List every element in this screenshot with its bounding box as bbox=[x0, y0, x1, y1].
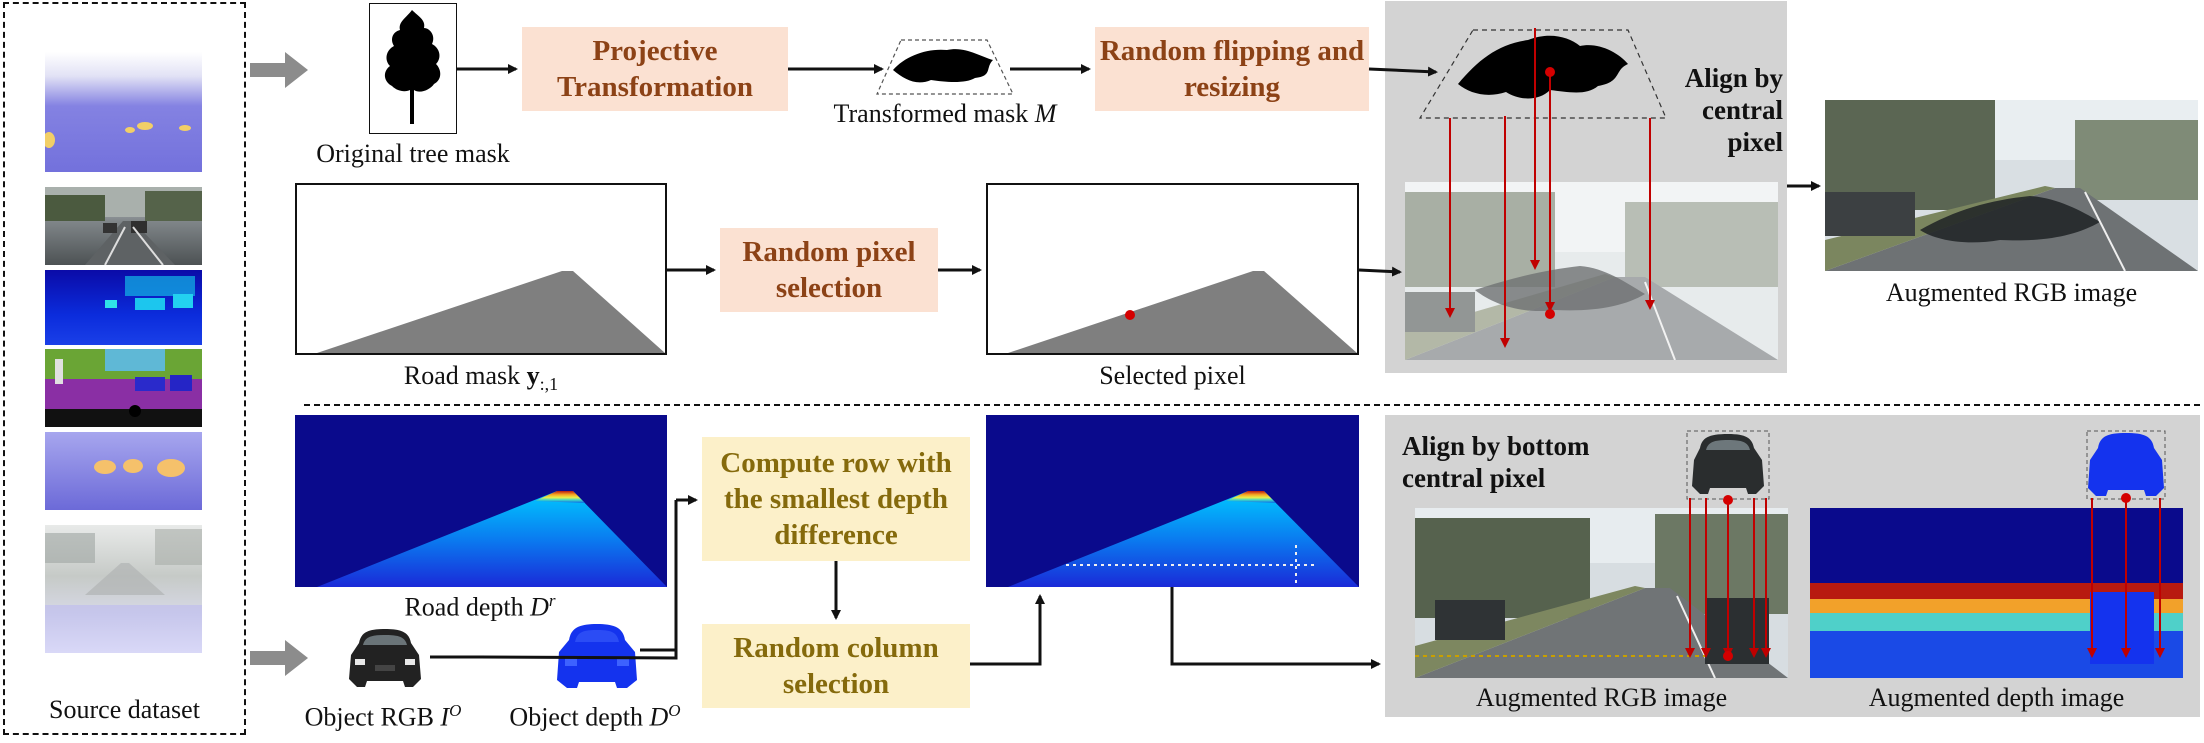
augmented-rgb-top-label: Augmented RGB image bbox=[1885, 278, 2138, 307]
source-thumb-3 bbox=[45, 270, 202, 345]
align-bottom-label: Align by bottom central pixel bbox=[1402, 431, 1590, 493]
source-dataset-label: Source dataset bbox=[49, 695, 200, 724]
tree-silhouette-icon bbox=[384, 10, 441, 124]
source-thumb-5 bbox=[45, 432, 202, 510]
transformed-mask bbox=[876, 39, 1014, 95]
original-tree-mask bbox=[369, 3, 457, 134]
augmented-rgb-bottom-label: Augmented RGB image bbox=[1475, 683, 1728, 712]
road-depth-var: D bbox=[530, 592, 549, 622]
source-thumb-6 bbox=[45, 525, 202, 653]
road-depth-sup: r bbox=[548, 591, 556, 610]
original-tree-mask-label: Original tree mask bbox=[316, 139, 510, 168]
transformed-mask-label: Transformed mask M bbox=[810, 100, 1080, 128]
object-rgb-label-text: Object RGB bbox=[304, 702, 441, 732]
projective-transformation-box: Projective Transformation bbox=[522, 27, 788, 111]
object-rgb-var: I bbox=[440, 702, 450, 732]
road-depth-label: Road depth Dr bbox=[330, 587, 630, 622]
random-flipping-box: Random flipping and resizing bbox=[1095, 27, 1369, 111]
road-depth-shape bbox=[295, 415, 667, 587]
road-mask-sub: :,1 bbox=[539, 374, 559, 395]
source-thumb-1 bbox=[45, 52, 202, 172]
selected-pixel-label: Selected pixel bbox=[1099, 361, 1246, 390]
source-thumb-2 bbox=[45, 187, 202, 265]
random-pixel-selection-box: Random pixel selection bbox=[720, 228, 938, 312]
selected-pixel-frame bbox=[986, 183, 1359, 355]
augmented-rgb-top bbox=[1825, 100, 2198, 271]
selected-row-depth-shape bbox=[986, 415, 1359, 587]
object-rgb-label: Object RGB IO bbox=[293, 697, 473, 732]
random-column-box: Random column selection bbox=[702, 624, 970, 708]
augmented-depth-bottom bbox=[1810, 508, 2183, 678]
object-depth-var: D bbox=[649, 702, 669, 732]
road-mask-var: y bbox=[526, 361, 540, 390]
object-depth-label-text: Object depth bbox=[509, 702, 650, 732]
object-rgb-sup: O bbox=[449, 701, 462, 720]
object-depth-label: Object depth DO bbox=[495, 697, 695, 732]
augmented-depth-bottom-label: Augmented depth image bbox=[1868, 683, 2125, 712]
object-depth-car bbox=[557, 624, 637, 688]
transformed-mask-label-text: Transformed mask bbox=[833, 99, 1035, 128]
projected-tree-mask bbox=[1418, 29, 1667, 119]
source-thumb-4 bbox=[45, 349, 202, 427]
selected-row-depth-frame bbox=[986, 415, 1359, 587]
selected-pixel-marker bbox=[1125, 310, 1135, 320]
street-photo-top bbox=[1405, 182, 1778, 360]
align-central-label: Align by central pixel bbox=[1684, 63, 1783, 157]
transformed-mask-var: M bbox=[1034, 99, 1057, 128]
road-depth-label-text: Road depth bbox=[404, 592, 531, 622]
augmented-rgb-bottom bbox=[1415, 508, 1788, 678]
floating-car-rgb bbox=[1686, 430, 1770, 500]
selected-pixel-shape bbox=[1008, 271, 1357, 353]
road-mask-shape bbox=[317, 271, 665, 353]
road-depth-frame bbox=[295, 415, 667, 587]
road-mask-label: Road mask y:,1 bbox=[320, 362, 642, 398]
object-rgb-car bbox=[349, 629, 421, 687]
compute-row-box: Compute row with the smallest depth diff… bbox=[702, 437, 970, 561]
row-separator bbox=[304, 404, 2200, 406]
floating-car-depth bbox=[2086, 430, 2166, 500]
road-mask-label-text: Road mask bbox=[403, 361, 527, 390]
object-depth-sup: O bbox=[668, 701, 681, 720]
road-mask-frame bbox=[295, 183, 667, 355]
source-dataset-panel bbox=[3, 2, 246, 735]
